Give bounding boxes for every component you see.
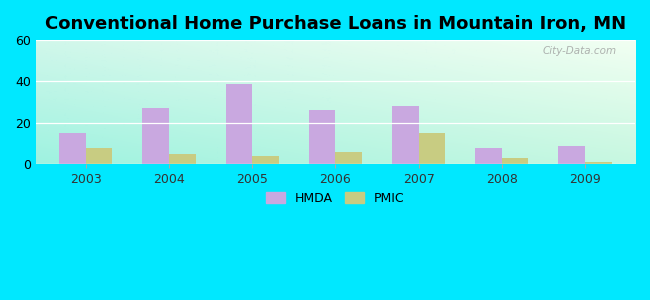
Bar — [309, 110, 335, 164]
Bar — [419, 133, 445, 164]
Bar — [226, 84, 252, 164]
Bar — [335, 152, 362, 164]
Bar — [502, 158, 528, 164]
Bar — [252, 156, 279, 164]
Bar — [59, 133, 86, 164]
Text: City-Data.com: City-Data.com — [543, 46, 617, 56]
Bar — [142, 108, 169, 164]
Bar — [475, 148, 502, 164]
Bar — [169, 154, 196, 164]
Bar — [558, 146, 585, 164]
Title: Conventional Home Purchase Loans in Mountain Iron, MN: Conventional Home Purchase Loans in Moun… — [45, 15, 626, 33]
Bar — [585, 162, 612, 164]
Bar — [86, 148, 112, 164]
Bar — [392, 106, 419, 164]
Legend: HMDA, PMIC: HMDA, PMIC — [261, 187, 410, 210]
